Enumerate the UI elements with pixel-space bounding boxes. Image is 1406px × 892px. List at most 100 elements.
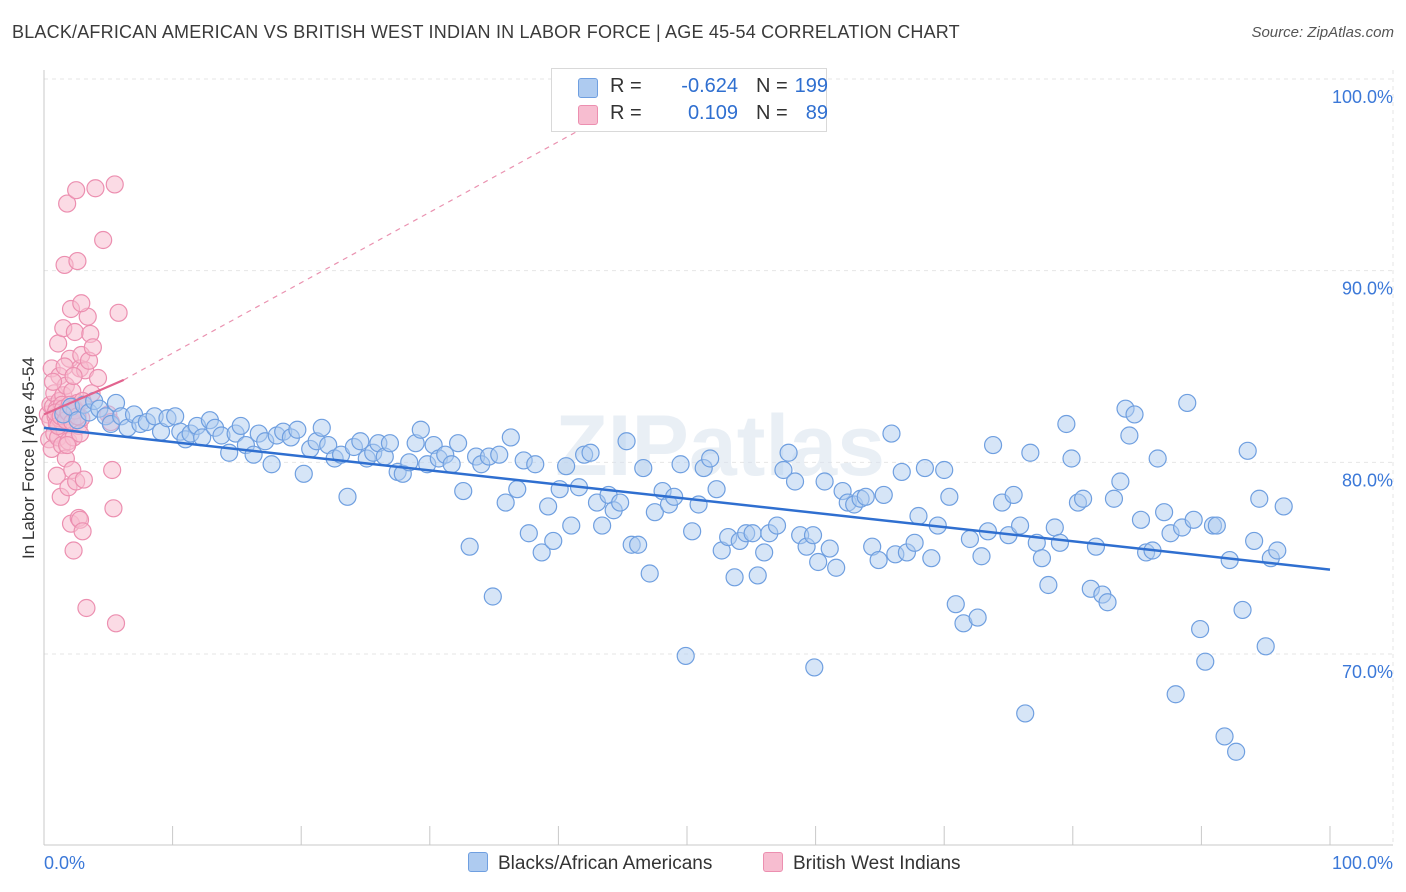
data-point <box>1057 414 1076 434</box>
data-point <box>508 480 527 499</box>
data-point <box>725 568 744 587</box>
chart-title: BLACK/AFRICAN AMERICAN VS BRITISH WEST I… <box>12 22 960 42</box>
legend-swatch-blue <box>578 78 598 98</box>
n-value: 199 <box>794 75 828 97</box>
x-tick-label: 100.0% <box>1332 853 1393 873</box>
legend-label: Blacks/African Americans <box>498 853 713 874</box>
data-point <box>983 435 1003 455</box>
r-label: R = <box>610 102 642 124</box>
data-point <box>105 175 124 194</box>
data-point <box>940 487 959 506</box>
data-point <box>1196 652 1215 671</box>
data-point <box>166 407 185 426</box>
y-tick-label: 100.0% <box>1332 87 1393 107</box>
data-point <box>483 587 502 606</box>
data-point <box>935 460 954 480</box>
data-point <box>968 608 987 627</box>
data-point <box>1191 619 1210 639</box>
data-point <box>77 598 96 618</box>
data-point <box>544 531 563 551</box>
data-point <box>1256 637 1275 656</box>
data-point <box>774 460 793 480</box>
data-point <box>803 526 823 545</box>
data-point <box>1050 533 1070 552</box>
data-point <box>67 181 86 200</box>
data-point <box>454 481 473 501</box>
data-point <box>748 566 767 585</box>
data-point <box>1148 449 1167 468</box>
data-point <box>960 529 980 549</box>
data-point <box>856 487 875 506</box>
trend-line-blacks <box>43 426 1331 571</box>
correlation-legend: R = -0.624 N = 199 R = 0.109 N = 89 <box>551 68 828 132</box>
data-point <box>74 470 93 489</box>
data-point <box>288 420 307 439</box>
data-point <box>1245 531 1264 551</box>
data-point <box>338 487 357 506</box>
data-point <box>1062 449 1081 468</box>
data-point <box>294 464 313 483</box>
tick-labels: 70.0% 80.0% 90.0% 100.0% 0.0% 100.0% <box>44 87 1393 873</box>
data-point <box>380 434 400 453</box>
data-point <box>946 595 965 614</box>
data-point <box>83 338 102 357</box>
data-point <box>581 443 600 462</box>
source-label: Source: ZipAtlas.com <box>1251 24 1394 41</box>
data-point <box>820 539 839 558</box>
data-point <box>640 564 659 583</box>
r-value: -0.624 <box>681 75 738 97</box>
data-point <box>562 516 581 535</box>
data-point <box>645 503 664 522</box>
data-point <box>58 435 77 455</box>
r-label: R = <box>610 75 642 97</box>
n-label: N = <box>756 102 788 124</box>
trend-line-bwi <box>43 378 125 416</box>
data-point <box>1098 593 1117 612</box>
data-point <box>1155 503 1174 522</box>
data-point <box>882 424 901 443</box>
data-point <box>869 550 888 570</box>
data-point <box>874 485 893 505</box>
data-point <box>743 524 762 543</box>
data-point <box>707 480 726 499</box>
legend-swatch-pink <box>763 852 783 872</box>
data-point <box>972 547 991 566</box>
y-tick-label: 80.0% <box>1342 470 1393 490</box>
data-point <box>68 251 87 271</box>
data-point <box>892 462 911 482</box>
data-point <box>1111 472 1130 491</box>
data-point <box>593 516 612 535</box>
data-point <box>671 455 690 474</box>
data-point <box>785 472 805 491</box>
data-point <box>262 455 281 474</box>
data-point <box>73 522 92 541</box>
r-value: 0.109 <box>687 102 738 124</box>
data-point <box>617 432 636 451</box>
data-point <box>922 549 941 568</box>
data-point <box>1045 518 1064 537</box>
data-point <box>909 506 928 526</box>
data-point <box>94 230 113 250</box>
legend-swatch-pink <box>578 105 598 125</box>
data-point <box>779 443 798 462</box>
data-point <box>683 522 702 541</box>
data-point <box>1250 489 1269 508</box>
data-point <box>815 472 834 491</box>
data-point <box>1086 537 1106 556</box>
data-point <box>1039 575 1058 595</box>
data-point <box>827 558 846 577</box>
data-point <box>442 455 461 474</box>
data-point <box>905 533 924 552</box>
data-point <box>496 493 515 512</box>
data-point <box>1184 510 1203 529</box>
data-point <box>1120 426 1139 445</box>
trend-lines <box>43 112 1331 571</box>
data-point <box>611 493 630 512</box>
data-point <box>767 516 787 535</box>
data-point <box>805 658 824 677</box>
data-point <box>312 418 331 437</box>
data-point <box>1227 742 1246 761</box>
data-point <box>1010 516 1030 535</box>
data-point <box>65 322 84 342</box>
data-point <box>1274 497 1293 516</box>
